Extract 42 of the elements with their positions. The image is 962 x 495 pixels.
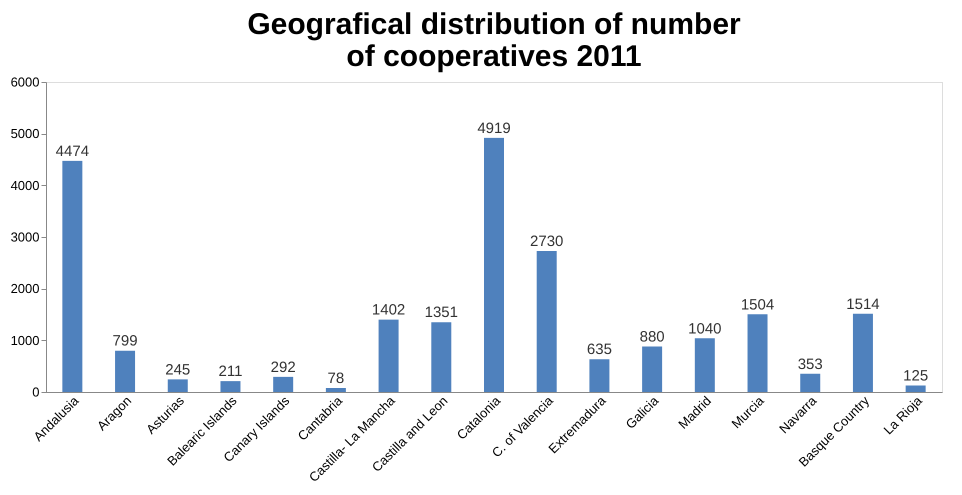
data-label: 880 xyxy=(640,328,665,346)
bar xyxy=(62,160,82,392)
bar xyxy=(273,376,294,392)
data-label: 292 xyxy=(270,358,296,376)
y-tick-label: 5000 xyxy=(10,126,40,142)
y-tick-label: 4000 xyxy=(10,178,40,193)
data-label: 211 xyxy=(218,363,242,380)
data-label: 1514 xyxy=(846,296,880,313)
bar xyxy=(326,388,346,392)
bar xyxy=(378,320,399,392)
bar xyxy=(852,314,873,392)
bar xyxy=(431,322,452,392)
bar xyxy=(589,359,610,392)
data-label: 125 xyxy=(903,368,928,385)
data-label: 78 xyxy=(328,370,344,387)
y-tick-label: 1000 xyxy=(10,332,40,348)
bar xyxy=(694,338,715,392)
bar xyxy=(484,138,504,392)
bar xyxy=(906,386,926,392)
y-tick-label: 0 xyxy=(32,384,40,400)
data-label: 4474 xyxy=(56,142,90,160)
y-tick-label: 6000 xyxy=(10,74,40,90)
data-label: 1040 xyxy=(688,320,722,338)
data-label: 245 xyxy=(165,361,190,378)
bar xyxy=(800,374,820,392)
bar xyxy=(168,379,188,392)
data-label: 4919 xyxy=(477,120,511,137)
bar xyxy=(220,381,240,392)
data-label: 635 xyxy=(586,341,612,358)
chart-title: Geografical distribution of number of cooperatives 2011 xyxy=(247,8,742,73)
y-tick-label: 2000 xyxy=(10,281,40,296)
bar xyxy=(748,314,768,392)
data-label: 1402 xyxy=(372,302,406,319)
data-label: 1351 xyxy=(424,304,458,322)
data-label: 2730 xyxy=(530,232,564,250)
data-label: 799 xyxy=(112,332,138,350)
data-label: 353 xyxy=(798,356,823,373)
y-tick-label: 3000 xyxy=(10,230,40,244)
data-label: 1504 xyxy=(740,296,774,314)
bar xyxy=(115,350,136,392)
bar xyxy=(642,346,662,392)
bar xyxy=(536,250,557,392)
